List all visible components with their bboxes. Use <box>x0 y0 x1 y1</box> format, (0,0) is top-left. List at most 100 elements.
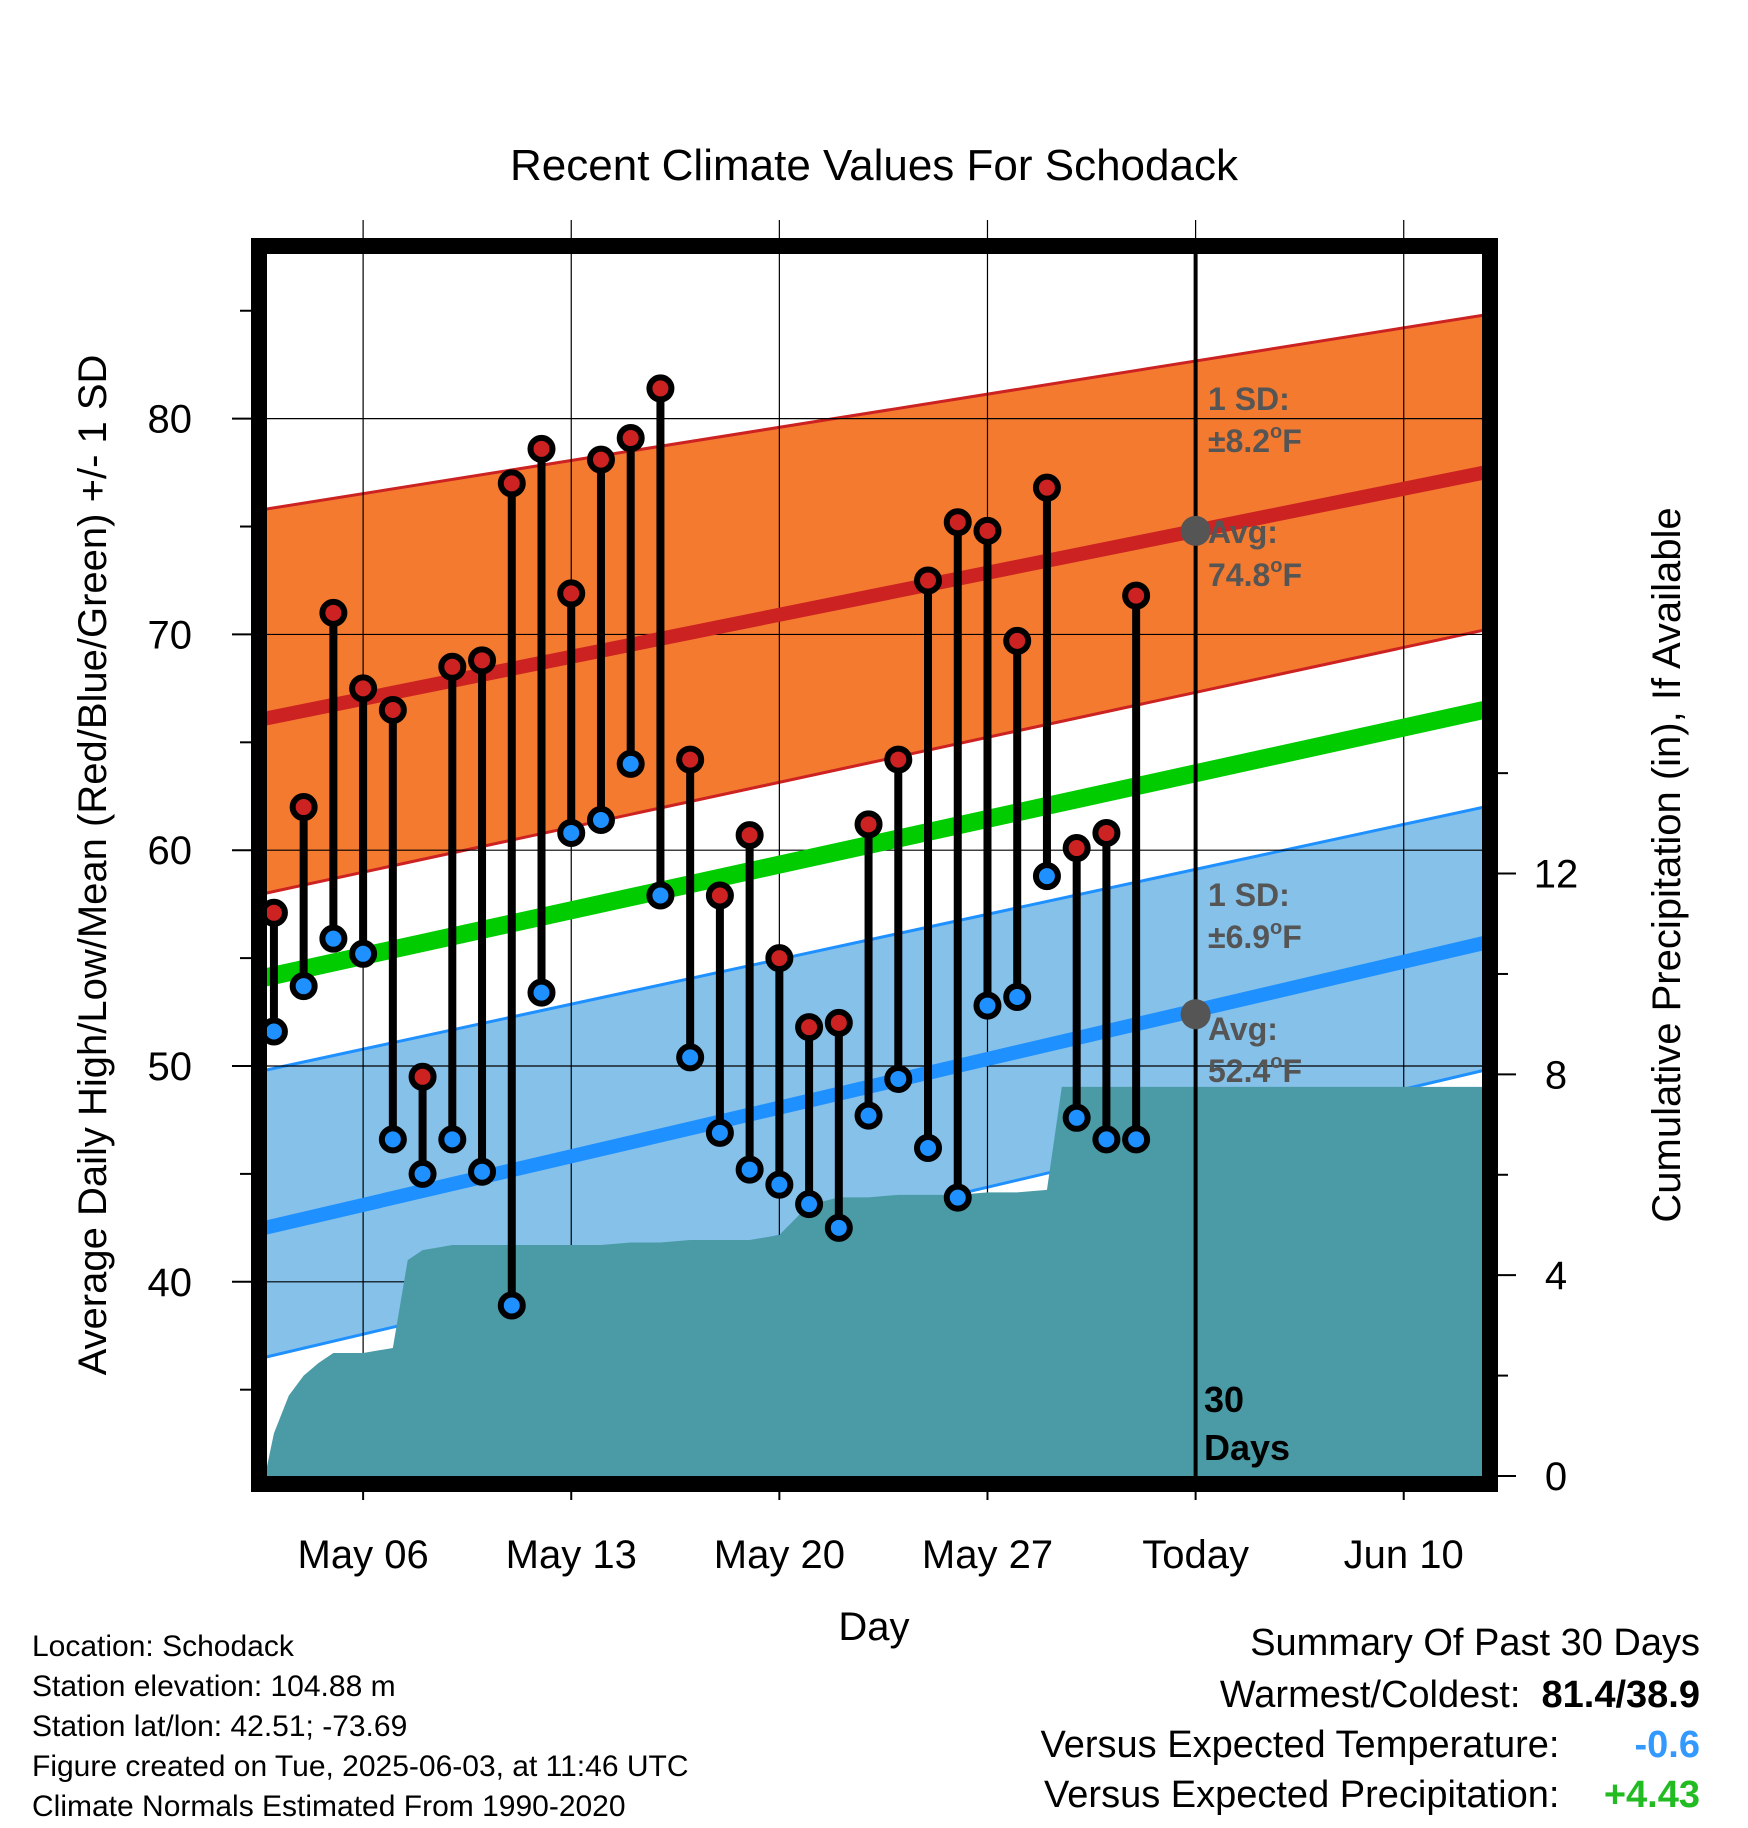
low-point <box>854 1101 883 1130</box>
x-axis-title: Day <box>838 1605 909 1649</box>
low-point <box>497 1291 526 1320</box>
high-sd-unit: F <box>1282 423 1302 459</box>
low-point <box>646 881 675 910</box>
summary-temp-label: Versus Expected Temperature: <box>1040 1724 1560 1766</box>
x-tick-label: May 27 <box>922 1533 1053 1577</box>
low-point <box>586 806 615 834</box>
low-sd-label: 1 SD: <box>1208 877 1290 913</box>
x-tick-label: May 20 <box>714 1533 845 1577</box>
y2-axis-title: Cumulative Precipitation (in), If Availa… <box>1645 507 1689 1222</box>
high-sd-value: ±8.2oF <box>1208 421 1302 459</box>
low-point <box>705 1118 734 1147</box>
high-sd-band-lower-edge <box>265 628 1484 895</box>
plot-frame <box>251 238 1498 1492</box>
low-point <box>1062 1103 1091 1132</box>
y-axis-title: Average Daily High/Low/Mean (Red/Blue/Gr… <box>71 355 115 1376</box>
today-high-avg-dot <box>1180 515 1211 546</box>
footer-elevation: Station elevation: 104.88 m <box>32 1670 396 1703</box>
days-word: Days <box>1204 1427 1290 1468</box>
chart-title: Recent Climate Values For Schodack <box>510 141 1239 190</box>
y-tick-label: 40 <box>148 1261 193 1305</box>
high-point <box>973 516 1002 545</box>
summary-temp-row: Versus Expected Temperature: -0.6 <box>1041 1724 1700 1767</box>
high-point <box>824 1008 853 1037</box>
y2-tick-label: 8 <box>1545 1053 1567 1097</box>
summary-heading: Summary Of Past 30 Days <box>1250 1622 1700 1664</box>
high-point <box>854 810 883 839</box>
low-point <box>438 1125 467 1154</box>
high-point <box>319 598 348 627</box>
low-point <box>676 1043 705 1072</box>
summary-temp-value: -0.6 <box>1634 1724 1700 1766</box>
high-point <box>1003 626 1032 655</box>
high-point <box>884 745 913 774</box>
high-point <box>468 646 497 675</box>
high-point <box>289 793 318 822</box>
high-point <box>527 434 556 463</box>
y2-tick-label: 0 <box>1545 1455 1567 1499</box>
low-avg-label: Avg: <box>1208 1011 1278 1047</box>
low-point <box>914 1134 943 1162</box>
summary-warmest-value: 81.4/38.9 <box>1541 1674 1700 1716</box>
summary-precip-row: Versus Expected Precipitation: +4.43 <box>1044 1774 1700 1817</box>
high-point <box>705 881 734 910</box>
mean-normal-line <box>265 701 1484 987</box>
high-sd-label: 1 SD: <box>1208 381 1290 417</box>
high-point <box>676 745 705 774</box>
high-point <box>497 469 526 498</box>
high-avg-unit: F <box>1283 557 1303 593</box>
days-number: 30 <box>1204 1379 1244 1420</box>
low-point <box>1003 982 1032 1011</box>
high-avg-degree: o <box>1270 555 1282 577</box>
low-avg-degree: o <box>1270 1051 1282 1073</box>
high-point <box>1062 834 1091 863</box>
normal-lines <box>265 465 1484 1235</box>
high-sd-degree: o <box>1270 421 1282 443</box>
high-point <box>586 445 615 474</box>
footer-created: Figure created on Tue, 2025-06-03, at 11… <box>32 1750 689 1783</box>
low-point <box>616 749 645 778</box>
low-point <box>289 972 318 1001</box>
high-point <box>408 1062 437 1091</box>
high-point <box>438 652 467 681</box>
precipitation-area <box>265 1086 1484 1476</box>
high-avg-value: 74.8oF <box>1208 555 1302 593</box>
daily-range-bars <box>259 374 1151 1320</box>
high-sd-band-upper-edge <box>265 313 1484 511</box>
footer-location: Location: Schodack <box>32 1630 294 1663</box>
low-point <box>943 1183 972 1212</box>
x-tick-label: May 13 <box>506 1533 637 1577</box>
low-point <box>1032 862 1061 891</box>
x-tick-label: Today <box>1142 1533 1249 1577</box>
summary-warmest-label: Warmest/Coldest: <box>1219 1674 1521 1716</box>
high-point <box>646 374 675 403</box>
high-point <box>1032 473 1061 502</box>
low-point <box>1092 1125 1121 1154</box>
high-avg-label: Avg: <box>1208 514 1278 550</box>
low-point <box>468 1157 497 1186</box>
low-point <box>408 1159 437 1188</box>
high-sd-number: ±8.2 <box>1208 423 1270 459</box>
high-point <box>349 674 378 703</box>
y2-tick-label: 12 <box>1534 853 1579 897</box>
low-point <box>1122 1125 1151 1154</box>
low-point <box>557 818 586 847</box>
high-point <box>914 566 943 595</box>
x-tick-label: May 06 <box>298 1533 429 1577</box>
high-point <box>1092 818 1121 847</box>
today-low-avg-dot <box>1180 999 1211 1030</box>
low-point <box>795 1190 824 1219</box>
low-point <box>349 939 378 968</box>
low-avg-number: 52.4 <box>1208 1053 1270 1089</box>
summary-precip-value: +4.43 <box>1603 1774 1700 1816</box>
low-sd-value: ±6.9oF <box>1208 917 1302 955</box>
low-point <box>884 1064 913 1093</box>
axis-ticks: May 06 May 13 May 20 May 27 Today Jun 1040506… <box>148 309 1579 1577</box>
precipitation-fill <box>265 1086 1484 1476</box>
low-sd-degree: o <box>1270 917 1282 939</box>
high-point <box>765 944 794 973</box>
footer-normals: Climate Normals Estimated From 1990-2020 <box>32 1790 626 1823</box>
low-sd-number: ±6.9 <box>1208 919 1270 955</box>
x-tick-label: Jun 10 <box>1344 1533 1464 1577</box>
